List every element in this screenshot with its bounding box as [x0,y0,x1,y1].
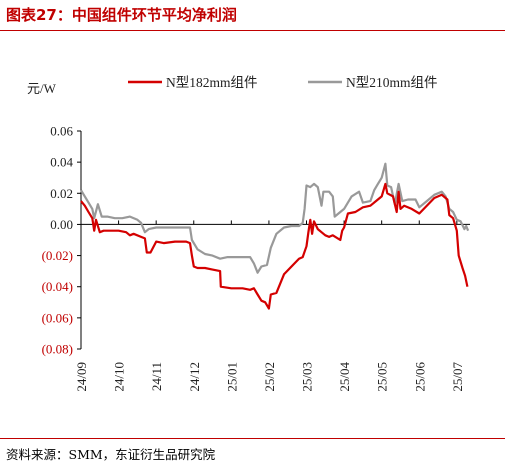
y-tick-label: (0.06) [42,310,73,325]
source-rule [0,438,505,439]
x-tick-label: 25/02 [262,362,277,392]
series-line-1 [80,182,469,310]
y-tick-label: 0.02 [50,186,73,201]
y-tick-label: (0.02) [42,248,73,263]
series-line-2 [80,162,470,274]
legend-label-1: N型182mm组件 [166,75,258,90]
y-unit-label: 元/W [27,81,57,96]
x-tick-label: 25/06 [412,362,427,392]
x-tick-label: 24/12 [187,362,202,392]
y-tick-label: 0.04 [50,155,73,170]
legend: N型182mm组件 N型210mm组件 [128,75,438,90]
y-tick-label: (0.08) [42,342,73,357]
chart-title: 图表27：中国组件环节平均净利润 [6,6,237,24]
x-tick-label: 25/05 [375,362,390,392]
y-tick-label: (0.04) [42,279,73,294]
title-rule [0,30,505,31]
x-tick-label: 25/03 [300,362,315,392]
x-tick-label: 24/10 [112,362,127,392]
x-tick-label: 25/01 [224,362,239,392]
x-tick-label: 25/04 [337,362,352,392]
x-tick-label: 25/07 [450,362,465,392]
legend-label-2: N型210mm组件 [346,75,438,90]
series-layer [80,162,470,310]
y-tick-label: 0.00 [50,217,73,232]
line-chart: 0.06 0.04 0.02 0.00 (0.02) (0.04) (0.06) (0.08)… [27,75,470,392]
y-tick-label: 0.06 [50,124,73,139]
x-tick-label: 24/09 [74,362,89,392]
x-tick-label: 24/11 [149,362,164,391]
axes-layer: 0.06 0.04 0.02 0.00 (0.02) (0.04) (0.06) (0.08)… [42,124,470,392]
source-note: 资料来源：SMM，东证衍生品研究院 [6,447,216,462]
